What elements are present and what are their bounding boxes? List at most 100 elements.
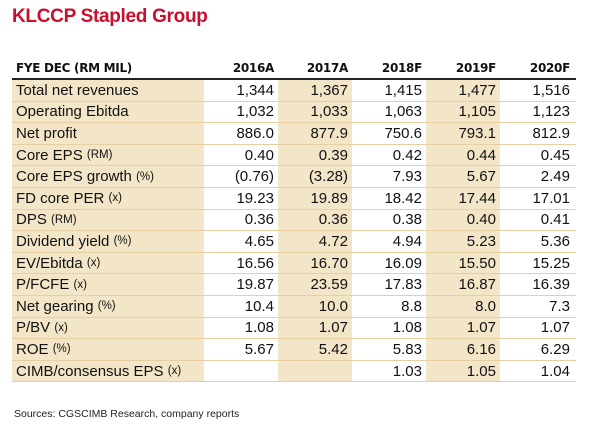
table-cell: 17.83 — [384, 276, 422, 294]
row-label: Core EPS growth (%) — [12, 166, 204, 187]
table-cell: 0.45 — [540, 146, 570, 164]
table-cell: 16.70 — [278, 252, 352, 274]
table-cell: 793.1 — [426, 123, 500, 144]
table-row: Dividend yield (%) 4.65 4.72 4.94 5.23 5.36 — [12, 231, 576, 253]
table-cell: 16.87 — [426, 274, 500, 295]
table-cell: 1.05 — [426, 360, 500, 382]
row-unit: (%) — [52, 343, 71, 356]
table-cell: 23.59 — [278, 274, 352, 295]
row-label: FD core PER (x) — [12, 187, 204, 209]
table-cell: 2.49 — [540, 168, 570, 186]
table-cell: 0.42 — [392, 146, 422, 164]
table-cell: 1.08 — [392, 319, 422, 337]
header-year-2020f: 2020F — [529, 61, 570, 75]
table-body: Total net revenues 1,344 1,367 1,415 1,477 1,… — [12, 80, 576, 383]
table-cell: 5.23 — [426, 231, 500, 252]
row-label: Net profit — [12, 123, 204, 144]
table-cell: 10.0 — [278, 295, 352, 317]
table-cell: 1,344 — [236, 81, 274, 99]
table-cell: 1,123 — [532, 103, 570, 121]
table-cell: 0.40 — [426, 209, 500, 231]
table-cell: 1.03 — [392, 362, 422, 380]
table-row: P/BV (x) 1.08 1.07 1.08 1.07 1.07 — [12, 317, 576, 340]
row-label: Net gearing (%) — [12, 295, 204, 317]
row-label: DPS (RM) — [12, 209, 204, 231]
table-cell: (3.28) — [278, 166, 352, 187]
header-year-2017a: 2017A — [306, 61, 348, 75]
table-cell: 1.08 — [244, 319, 274, 337]
row-label-text: Total net revenues — [16, 81, 139, 99]
row-label-text: Core EPS — [16, 146, 83, 164]
row-unit: (x) — [86, 257, 101, 270]
table-cell: 5.42 — [278, 339, 352, 360]
table-row: Net gearing (%) 10.4 10.0 8.8 8.0 7.3 — [12, 295, 576, 318]
table-cell: 1.07 — [540, 319, 570, 337]
table-row: Net profit 886.0 877.9 750.6 793.1 812.9 — [12, 123, 576, 145]
row-label-text: EV/Ebitda — [16, 254, 83, 272]
row-unit: (RM) — [51, 213, 77, 226]
figure-title: KLCCP Stapled Group — [12, 6, 208, 27]
table-cell: 1.04 — [540, 362, 570, 380]
table-cell: 15.25 — [532, 254, 570, 272]
row-label: Operating Ebitda — [12, 101, 204, 123]
table-cell: 1,516 — [532, 81, 570, 99]
row-label: CIMB/consensus EPS (x) — [12, 360, 204, 382]
table-cell: 4.94 — [392, 232, 422, 250]
row-label: P/BV (x) — [12, 317, 204, 339]
header-year-2018f: 2018F — [381, 61, 422, 75]
table-cell: 877.9 — [278, 123, 352, 144]
header-label: FYE DEC (RM MIL) — [16, 61, 132, 75]
table-cell: 1.07 — [426, 317, 500, 339]
row-label-text: Dividend yield — [16, 232, 110, 250]
table-row: Operating Ebitda 1,032 1,033 1,063 1,105 1,12… — [12, 101, 576, 124]
table-row: ROE (%) 5.67 5.42 5.83 6.16 6.29 — [12, 339, 576, 361]
row-label-text: DPS — [16, 211, 47, 229]
row-unit: (%) — [136, 170, 154, 183]
table-cell: 812.9 — [532, 124, 570, 142]
row-label: Core EPS (RM) — [12, 144, 204, 166]
table-cell: 16.39 — [532, 276, 570, 294]
table-cell: 5.67 — [244, 340, 274, 358]
row-label: P/FCFE (x) — [12, 274, 204, 295]
table-cell: 8.8 — [401, 297, 422, 315]
row-unit: (x) — [73, 278, 87, 291]
header-year-2019f: 2019F — [455, 61, 496, 75]
table-cell: 0.41 — [540, 211, 570, 229]
row-label: ROE (%) — [12, 339, 204, 360]
table-row: P/FCFE (x) 19.87 23.59 17.83 16.87 16.39 — [12, 274, 576, 296]
table-cell — [278, 360, 352, 382]
row-label: Total net revenues — [12, 80, 204, 101]
row-label-text: CIMB/consensus EPS — [16, 362, 164, 380]
row-label-text: Core EPS growth — [16, 168, 132, 186]
row-label: Dividend yield (%) — [12, 231, 204, 252]
row-label-text: ROE — [16, 340, 49, 358]
table-cell: 16.09 — [384, 254, 422, 272]
table-cell: 17.44 — [426, 187, 500, 209]
table-cell: 0.44 — [426, 144, 500, 166]
table-cell: 0.36 — [278, 209, 352, 231]
header-year-2016a: 2016A — [232, 61, 274, 75]
table-row: CIMB/consensus EPS (x) 1.03 1.05 1.04 — [12, 360, 576, 383]
row-unit: (x) — [167, 365, 182, 378]
table-cell: 5.67 — [426, 166, 500, 187]
row-label-text: P/FCFE — [16, 276, 70, 294]
table-cell: 1,415 — [384, 81, 422, 99]
row-label-text: Net profit — [16, 124, 77, 142]
table-row: FD core PER (x) 19.23 19.89 18.42 17.44 17.01 — [12, 187, 576, 210]
table-cell: (0.76) — [234, 168, 274, 186]
row-label: EV/Ebitda (x) — [12, 252, 204, 274]
table-cell: 5.36 — [540, 232, 570, 250]
table-cell: 1,105 — [426, 101, 500, 123]
table-cell: 750.6 — [384, 124, 422, 142]
table-cell: 0.38 — [392, 211, 422, 229]
table-cell: 17.01 — [532, 189, 570, 207]
table-cell: 6.29 — [540, 340, 570, 358]
table-cell: 19.89 — [278, 187, 352, 209]
table-cell: 15.50 — [426, 252, 500, 274]
table-row: Core EPS growth (%) (0.76) (3.28) 7.93 5.67 2… — [12, 166, 576, 188]
row-label-text: Operating Ebitda — [16, 103, 129, 121]
table-cell: 1,063 — [384, 103, 422, 121]
row-label-text: FD core PER — [16, 189, 105, 207]
table-cell: 0.39 — [278, 144, 352, 166]
